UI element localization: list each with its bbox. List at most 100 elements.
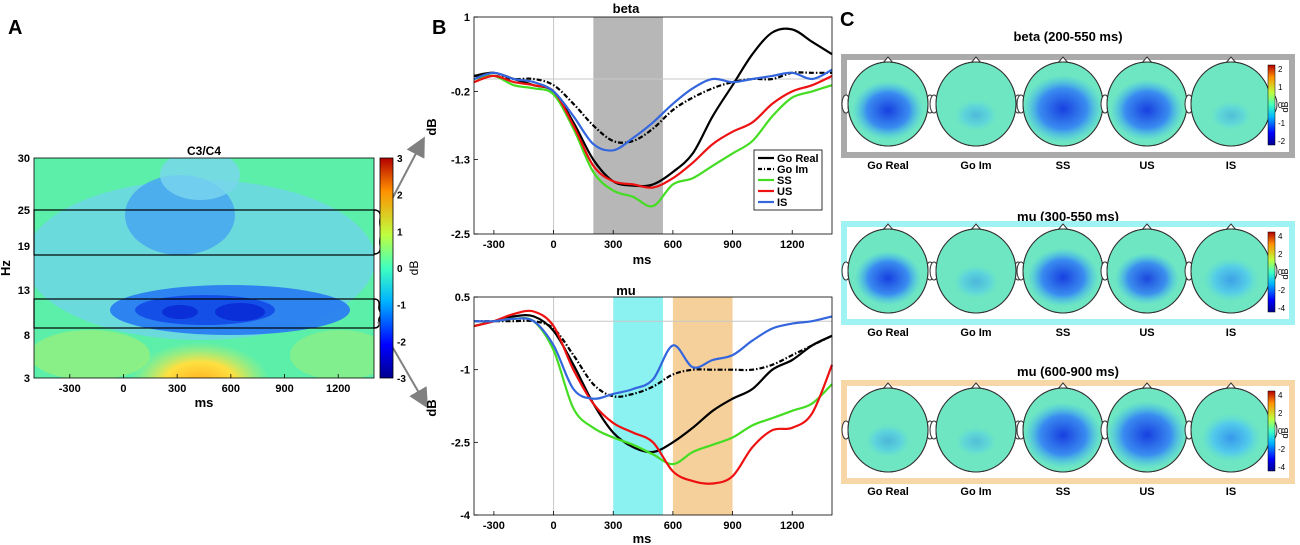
xtick-label: -300 bbox=[483, 239, 505, 251]
topo-condition-label: Go Im bbox=[960, 160, 991, 172]
topomap-head bbox=[1016, 223, 1110, 314]
ytick-label: -0.2 bbox=[451, 86, 470, 98]
topo-colorbar-tick: 4 bbox=[1278, 232, 1283, 241]
heatmap-xtick-label: 1200 bbox=[326, 383, 350, 395]
xtick-label: 600 bbox=[664, 239, 682, 251]
topo-condition-label: Go Im bbox=[960, 327, 991, 339]
beta-xlabel: ms bbox=[633, 252, 652, 267]
beta-band-box bbox=[33, 209, 375, 256]
heatmap-xlabel: ms bbox=[195, 395, 214, 410]
topo-condition-label: IS bbox=[1226, 160, 1236, 172]
heatmap-ytick-label: 8 bbox=[24, 330, 30, 342]
colorbar-tick-label: 3 bbox=[397, 154, 403, 165]
topo-colorbar-tick: -2 bbox=[1278, 286, 1286, 295]
ytick-label: -1.3 bbox=[451, 155, 470, 167]
series-go-im bbox=[473, 71, 832, 144]
colorbar-tick-label: 0 bbox=[397, 264, 403, 275]
panel-letter-b: B bbox=[432, 17, 446, 39]
plot-frame bbox=[473, 296, 833, 516]
topo-condition-label: US bbox=[1139, 486, 1154, 498]
topomap-head bbox=[841, 382, 935, 473]
legend-go-real: Go Real bbox=[777, 153, 819, 165]
panel-letter-c: C bbox=[840, 9, 854, 31]
ytick-label: -2.5 bbox=[451, 437, 470, 449]
ytick-label: 0.5 bbox=[455, 292, 470, 304]
xtick-label: 900 bbox=[723, 239, 741, 251]
topo-condition-label: US bbox=[1139, 160, 1154, 172]
topo-row-title: mu (300-550 ms) bbox=[1017, 209, 1119, 224]
topomap-head bbox=[1016, 382, 1110, 473]
xtick-label: 300 bbox=[604, 520, 622, 532]
topo-colorbar-label: dB bbox=[1280, 427, 1290, 438]
xtick-label: 1200 bbox=[780, 520, 804, 532]
legend-ss: SS bbox=[777, 175, 792, 187]
heatmap-ytick-label: 3 bbox=[24, 373, 30, 385]
heatmap-xtick-label: 900 bbox=[275, 383, 293, 395]
topo-colorbar bbox=[1267, 231, 1276, 313]
series-us bbox=[473, 309, 834, 485]
legend: Go Real Go Im SS US IS bbox=[753, 149, 823, 211]
topo-condition-label: SS bbox=[1056, 327, 1071, 339]
topo-condition-label: Go Real bbox=[867, 327, 909, 339]
topo-condition-label: Go Im bbox=[960, 486, 991, 498]
xtick-label: -300 bbox=[483, 520, 505, 532]
topomap-head bbox=[1100, 56, 1194, 147]
series-us bbox=[473, 74, 833, 189]
colorbar-tick-label: 1 bbox=[397, 227, 403, 238]
series-is bbox=[473, 315, 833, 400]
topo-condition-label: IS bbox=[1226, 486, 1236, 498]
heatmap-xtick-label: 300 bbox=[168, 383, 186, 395]
topomap-head bbox=[841, 223, 935, 314]
topo-condition-label: SS bbox=[1056, 486, 1071, 498]
topomap-head bbox=[841, 56, 935, 147]
topo-colorbar bbox=[1267, 64, 1276, 146]
topo-colorbar-tick: -1 bbox=[1278, 119, 1286, 128]
series-go-real bbox=[473, 314, 833, 454]
heatmap-ytick-label: 13 bbox=[18, 285, 30, 297]
time-window-highlight bbox=[593, 17, 663, 234]
topo-condition-label: Go Real bbox=[867, 160, 909, 172]
topo-colorbar-tick: -2 bbox=[1278, 137, 1286, 146]
topomap-head bbox=[929, 223, 1023, 314]
mu-ylabel: dB bbox=[424, 399, 439, 416]
heatmap-ylabel: Hz bbox=[0, 260, 13, 276]
mu-band-box bbox=[33, 298, 375, 329]
legend-us: US bbox=[777, 186, 792, 198]
heatmap-xtick-label: 600 bbox=[222, 383, 240, 395]
heatmap-field bbox=[34, 158, 374, 378]
series-ss bbox=[473, 74, 833, 208]
topo-colorbar-tick: 0 bbox=[1278, 101, 1283, 110]
topo-colorbar-tick: 4 bbox=[1278, 391, 1283, 400]
ytick-label: -2.5 bbox=[451, 229, 470, 241]
topo-condition-label: Go Real bbox=[867, 486, 909, 498]
topo-colorbar-tick: 0 bbox=[1278, 427, 1283, 436]
topo-colorbar-tick: 0 bbox=[1278, 268, 1283, 277]
heatmap-xtick-label: -300 bbox=[59, 383, 81, 395]
xtick-label: 600 bbox=[664, 520, 682, 532]
heatmap-colorbar-label: dB bbox=[407, 261, 421, 276]
heatmap-title: C3/C4 bbox=[187, 144, 221, 158]
topo-colorbar-tick: 2 bbox=[1278, 250, 1283, 259]
heatmap-xtick-label: 0 bbox=[120, 383, 126, 395]
legend-go-im: Go Im bbox=[777, 164, 808, 176]
beta-title: beta bbox=[613, 1, 641, 16]
heatmap-colorbar bbox=[379, 157, 394, 379]
series-is bbox=[473, 68, 833, 152]
plot-frame bbox=[473, 16, 833, 235]
xtick-label: 900 bbox=[723, 520, 741, 532]
xtick-label: 1200 bbox=[780, 239, 804, 251]
legend-is: IS bbox=[777, 197, 787, 209]
topo-colorbar-tick: -4 bbox=[1278, 463, 1286, 472]
mu-xlabel: ms bbox=[633, 531, 652, 545]
colorbar-tick-label: 2 bbox=[397, 191, 403, 202]
time-window-highlight bbox=[613, 297, 663, 515]
topo-condition-label: IS bbox=[1226, 327, 1236, 339]
xtick-label: 0 bbox=[550, 520, 556, 532]
heatmap-ytick-label: 30 bbox=[18, 153, 30, 165]
topo-condition-label: US bbox=[1139, 327, 1154, 339]
colorbar-tick-label: -1 bbox=[397, 301, 406, 312]
topo-colorbar-label: dB bbox=[1280, 268, 1290, 279]
topo-colorbar-tick: -2 bbox=[1278, 445, 1286, 454]
colorbar-tick-label: -2 bbox=[397, 337, 406, 348]
